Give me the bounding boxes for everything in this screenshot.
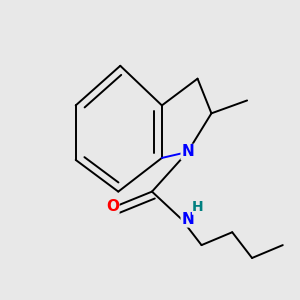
Text: N: N	[181, 145, 194, 160]
Text: O: O	[106, 199, 119, 214]
Text: N: N	[181, 212, 194, 227]
Text: H: H	[192, 200, 204, 214]
